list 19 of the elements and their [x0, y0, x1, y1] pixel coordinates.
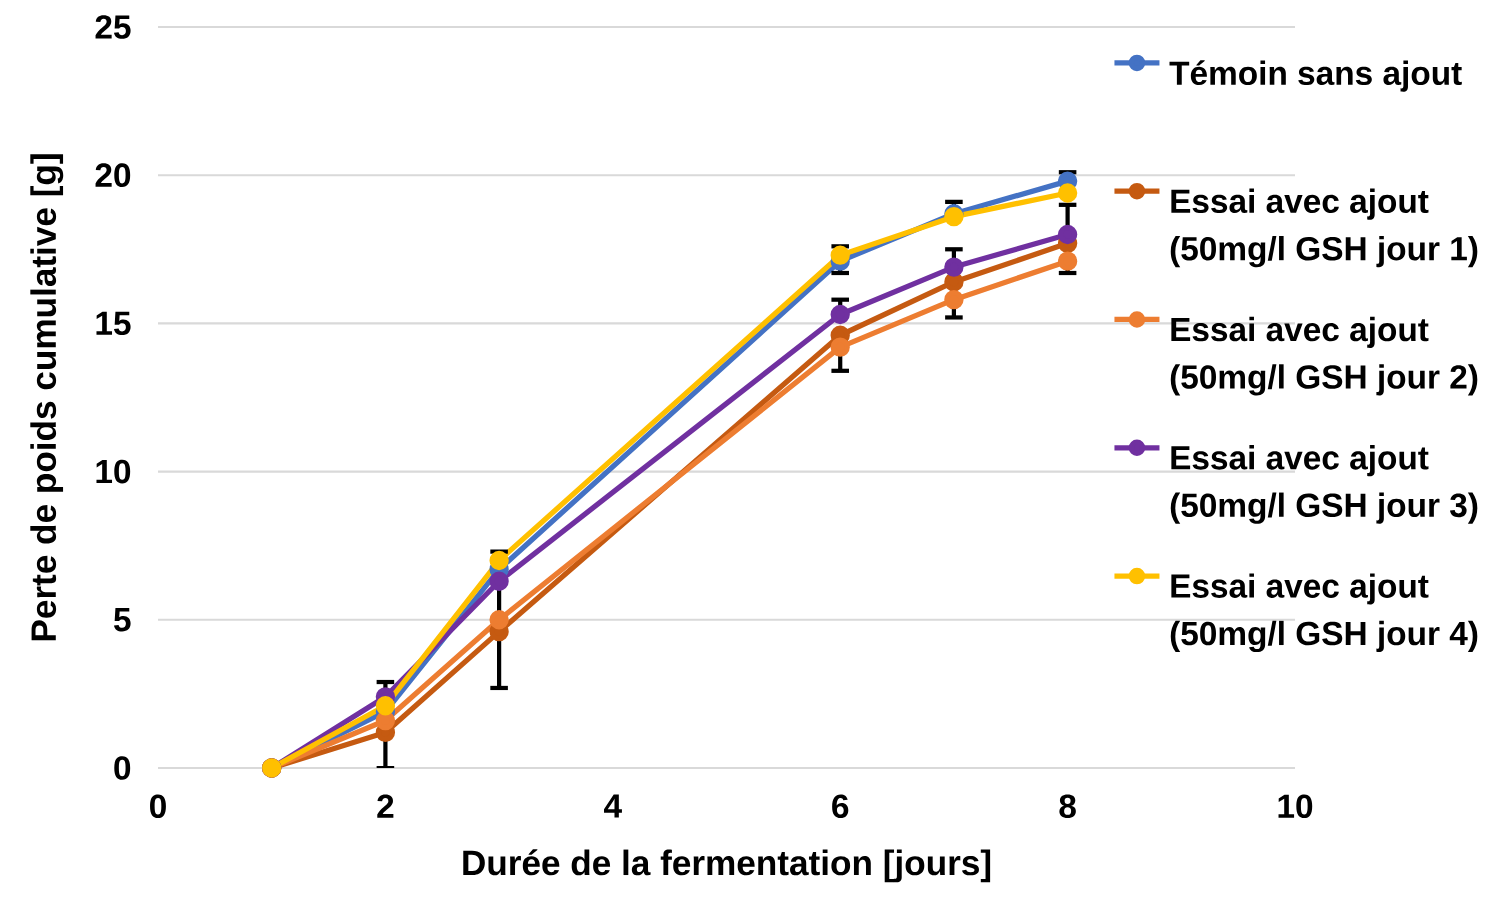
x-tick-label: 10 — [1278, 794, 1313, 819]
legend-label: Essai avec ajout (50mg/l GSH jour 3) — [1170, 445, 1478, 524]
y-tick-label: 0 — [114, 756, 131, 780]
x-tick-label: 4 — [604, 794, 622, 818]
legend-label: Essai avec ajout (50mg/l GSH jour 1) — [1170, 188, 1478, 268]
y-tick-label: 25 — [95, 15, 131, 39]
y-tick-label: 5 — [114, 608, 131, 632]
y-tick-label: 10 — [96, 459, 131, 484]
legend-label: Essai avec ajout (50mg/l GSH jour 2) — [1170, 316, 1478, 396]
x-tick-label: 2 — [377, 794, 394, 818]
x-tick-label: 0 — [150, 794, 166, 819]
x-tick-label: 6 — [832, 794, 849, 819]
y-tick-label: 20 — [95, 163, 131, 188]
y-axis-title: Perte de poids cumulative [g] — [30, 154, 64, 641]
y-tick-label: 15 — [96, 311, 131, 336]
legend-label: Témoin sans ajout — [1169, 60, 1462, 92]
x-tick-label: 8 — [1059, 794, 1076, 819]
legend-label: Essai avec ajout (50mg/l GSH jour 4) — [1170, 573, 1478, 653]
x-axis-title: Durée de la fermentation [jours] — [463, 849, 991, 883]
